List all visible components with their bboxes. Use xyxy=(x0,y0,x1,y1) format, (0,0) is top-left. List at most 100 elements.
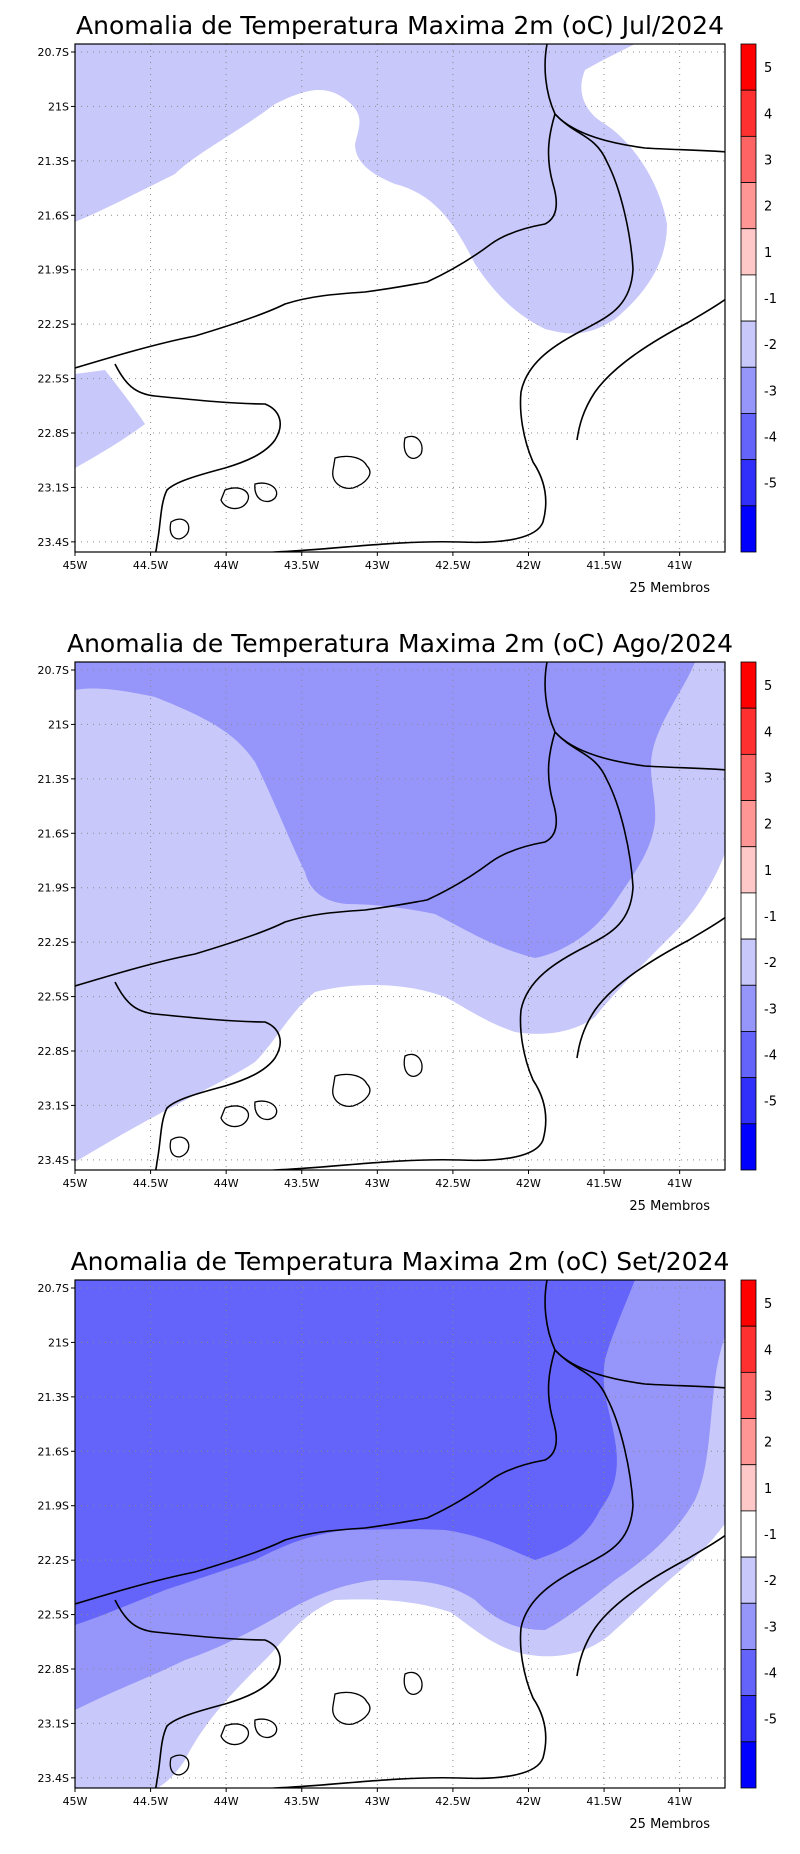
lon-tick-label: 43W xyxy=(365,1795,390,1808)
colorbar-segment xyxy=(740,1077,757,1125)
lon-tick-label: 43.5W xyxy=(284,1177,319,1190)
lon-tick-label: 43.5W xyxy=(284,1795,319,1808)
colorbar-label: 3 xyxy=(764,1389,772,1404)
lon-tick-label: 44.5W xyxy=(133,1177,168,1190)
gridlines xyxy=(75,662,725,1170)
lon-tick-label: 41W xyxy=(667,1177,692,1190)
colorbar-label: -3 xyxy=(764,384,777,399)
colorbar-segment xyxy=(740,274,757,322)
lat-tick-label: 20.7S xyxy=(38,1282,69,1295)
colorbar-segment xyxy=(740,1695,757,1743)
lon-tick-label: 44.5W xyxy=(133,1795,168,1808)
lat-tick-label: 21.6S xyxy=(38,209,69,222)
lat-tick-label: 23.1S xyxy=(38,1099,69,1112)
lon-tick-label: 42W xyxy=(516,1177,541,1190)
map-panel-3: Anomalia de Temperatura Maxima 2m (oC) S… xyxy=(38,1247,777,1832)
lon-tick-label: 44W xyxy=(214,559,239,572)
lon-tick-label: 42W xyxy=(516,1795,541,1808)
colorbar-segment xyxy=(740,1031,757,1079)
colorbar-segment xyxy=(740,892,757,940)
map-frame xyxy=(74,43,726,553)
lon-tick-label: 42.5W xyxy=(435,1177,470,1190)
map-frame xyxy=(74,1279,726,1789)
lon-tick-label: 45W xyxy=(63,1795,88,1808)
colorbar-segment xyxy=(740,182,757,230)
lon-tick-label: 43.5W xyxy=(284,559,319,572)
members-footer: 25 Membros xyxy=(629,581,710,596)
colorbar-label: -3 xyxy=(764,1002,777,1017)
lat-tick-label: 22.8S xyxy=(38,427,69,440)
panel-title: Anomalia de Temperatura Maxima 2m (oC) S… xyxy=(71,1247,730,1276)
colorbar-segment xyxy=(740,43,757,91)
lon-tick-label: 41.5W xyxy=(586,559,621,572)
colorbar-segment xyxy=(740,459,757,507)
colorbar-label: -2 xyxy=(764,338,777,353)
lat-tick-label: 22.2S xyxy=(38,1554,69,1567)
colorbar-segment xyxy=(740,1371,757,1419)
lat-tick-label: 21.3S xyxy=(38,773,69,786)
lat-tick-label: 22.5S xyxy=(38,991,69,1004)
lon-tick-label: 45W xyxy=(63,1177,88,1190)
lon-tick-label: 41.5W xyxy=(586,1795,621,1808)
lat-tick-label: 21.9S xyxy=(38,882,69,895)
colorbar-label: -4 xyxy=(764,1667,777,1682)
map-panel-2: Anomalia de Temperatura Maxima 2m (oC) A… xyxy=(38,629,777,1214)
lon-tick-label: 42.5W xyxy=(435,559,470,572)
colorbar-label: 2 xyxy=(764,818,772,833)
colorbar-label: 5 xyxy=(764,61,772,76)
colorbar-segment xyxy=(740,1602,757,1650)
colorbar-segment xyxy=(740,1510,757,1558)
lon-tick-label: 44.5W xyxy=(133,559,168,572)
colorbar-label: 1 xyxy=(764,1482,772,1497)
colorbar-segment xyxy=(740,661,757,709)
colorbar-label: -2 xyxy=(764,956,777,971)
colorbar-segment xyxy=(740,753,757,801)
lat-tick-label: 21S xyxy=(48,1336,69,1349)
colorbar-label: 2 xyxy=(764,1436,772,1451)
colorbar-segment xyxy=(740,984,757,1032)
map-frame xyxy=(74,661,726,1171)
lon-tick-label: 43W xyxy=(365,559,390,572)
colorbar: 5 4 3 2 1 -1 -2 -3 -4 -5 xyxy=(740,661,777,1171)
colorbar-label: 5 xyxy=(764,1297,772,1312)
lat-tick-label: 22.2S xyxy=(38,936,69,949)
colorbar-label: -5 xyxy=(764,1095,777,1110)
colorbar-segment xyxy=(740,366,757,414)
gridlines xyxy=(75,44,725,552)
panel-title: Anomalia de Temperatura Maxima 2m (oC) A… xyxy=(67,629,733,658)
lat-tick-label: 21.9S xyxy=(38,264,69,277)
colorbar-segment xyxy=(740,413,757,461)
anomaly-shading-2 xyxy=(75,662,695,958)
colorbar-label: 1 xyxy=(764,864,772,879)
colorbar-segment xyxy=(740,320,757,368)
colorbar-label: -5 xyxy=(764,477,777,492)
lat-tick-label: 20.7S xyxy=(38,664,69,677)
map-area xyxy=(74,1279,726,1789)
colorbar-segment xyxy=(740,1418,757,1466)
colorbar-segment xyxy=(740,1325,757,1373)
colorbar-segment xyxy=(740,135,757,183)
lon-tick-label: 42W xyxy=(516,559,541,572)
members-footer: 25 Membros xyxy=(629,1817,710,1832)
lat-tick-label: 22.5S xyxy=(38,1609,69,1622)
colorbar-segment xyxy=(740,1649,757,1697)
lat-tick-label: 23.1S xyxy=(38,481,69,494)
lat-tick-label: 21S xyxy=(48,718,69,731)
panel-title: Anomalia de Temperatura Maxima 2m (oC) J… xyxy=(76,11,724,40)
colorbar-label: -3 xyxy=(764,1620,777,1635)
colorbar-segment xyxy=(740,1464,757,1512)
colorbar-segment xyxy=(740,707,757,755)
colorbar-segment xyxy=(740,1741,757,1789)
colorbar-segment xyxy=(740,846,757,894)
lat-tick-label: 22.5S xyxy=(38,373,69,386)
lon-tick-label: 42.5W xyxy=(435,1795,470,1808)
colorbar-segment xyxy=(740,1279,757,1327)
lon-tick-label: 41W xyxy=(667,559,692,572)
colorbar-label: -4 xyxy=(764,431,777,446)
lon-tick-label: 41.5W xyxy=(586,1177,621,1190)
colorbar-segment xyxy=(740,800,757,848)
colorbar-segment xyxy=(740,228,757,276)
colorbar-label: -2 xyxy=(764,1574,777,1589)
lat-tick-label: 21.3S xyxy=(38,155,69,168)
